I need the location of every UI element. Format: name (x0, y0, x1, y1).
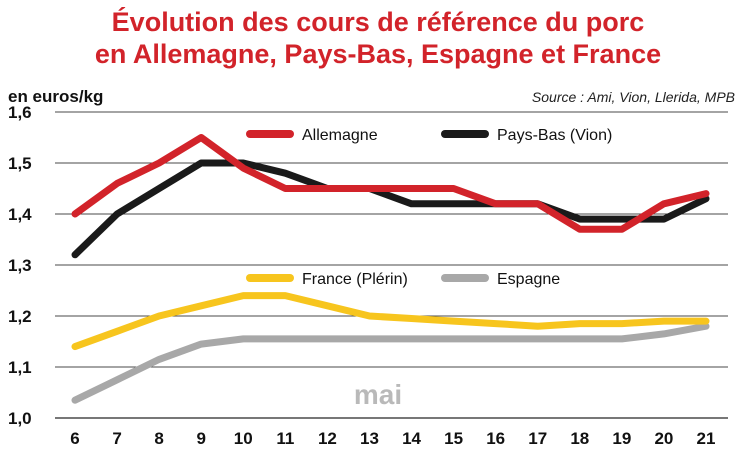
y-tick-label: 1,0 (8, 409, 32, 428)
x-tick-label: 14 (402, 429, 421, 448)
y-tick-label: 1,5 (8, 154, 32, 173)
y-axis-ticks: 1,0 1,1 1,2 1,3 1,4 1,5 1,6 (8, 103, 32, 428)
legend-label-espagne: Espagne (497, 271, 560, 288)
x-tick-label: 8 (154, 429, 163, 448)
annotation-mai: mai (354, 379, 402, 410)
chart-title-line-2: en Allemagne, Pays-Bas, Espagne et Franc… (95, 39, 661, 69)
series-line-espagne (71, 322, 710, 404)
y-tick-label: 1,6 (8, 103, 32, 122)
y-tick-label: 1,1 (8, 358, 32, 377)
series-line-allemagne (71, 134, 710, 233)
x-tick-label: 18 (570, 429, 589, 448)
x-tick-label: 21 (697, 429, 716, 448)
x-tick-label: 17 (528, 429, 547, 448)
legend: Allemagne Pays-Bas (Vion) France (Plérin… (246, 127, 612, 288)
x-tick-label: 11 (276, 429, 294, 448)
y-tick-label: 1,3 (8, 256, 32, 275)
chart-title-line-1: Évolution des cours de référence du porc (112, 6, 645, 37)
legend-label-allemagne: Allemagne (302, 127, 378, 144)
source-note: Source : Ami, Vion, Llerida, MPB (532, 89, 735, 105)
x-tick-label: 7 (112, 429, 121, 448)
x-tick-label: 9 (196, 429, 205, 448)
x-axis-ticks: 6 7 8 9 10 11 12 13 14 15 16 17 18 19 20 21 (70, 429, 715, 448)
x-tick-label: 12 (318, 429, 337, 448)
series-line-france (71, 292, 710, 351)
grid-lines (55, 111, 728, 419)
legend-label-pays-bas: Pays-Bas (Vion) (497, 127, 612, 144)
x-tick-label: 6 (70, 429, 79, 448)
y-tick-label: 1,2 (8, 307, 32, 326)
y-tick-label: 1,4 (8, 205, 32, 224)
series-lines (71, 134, 710, 404)
x-tick-label: 10 (234, 429, 253, 448)
legend-label-france: France (Plérin) (302, 271, 408, 288)
x-tick-label: 15 (444, 429, 463, 448)
x-tick-label: 20 (654, 429, 673, 448)
series-line-pays-bas (71, 159, 710, 259)
x-tick-label: 13 (360, 429, 379, 448)
y-unit-label: en euros/kg (8, 87, 103, 106)
x-tick-label: 19 (612, 429, 631, 448)
x-tick-label: 16 (486, 429, 505, 448)
